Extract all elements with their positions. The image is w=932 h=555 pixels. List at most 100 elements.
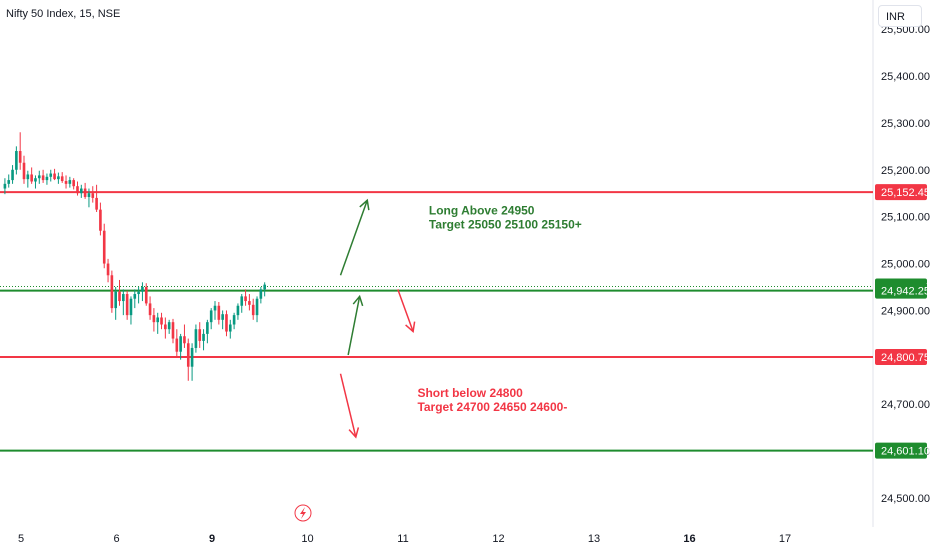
price-tick-label: 25,300.00: [881, 118, 930, 130]
candle-body: [37, 175, 41, 179]
price-badge: [875, 348, 927, 365]
candle-body: [217, 305, 221, 320]
candle-body: [122, 294, 125, 302]
candle-body: [137, 291, 140, 295]
candle-body: [7, 180, 11, 184]
red-short-arrow-2-head: [348, 427, 360, 439]
candle-body: [186, 343, 190, 367]
candle-body: [198, 329, 202, 341]
price-badge-label: 24,942.25: [881, 286, 930, 298]
candle-body: [209, 310, 213, 323]
candle-body: [57, 176, 60, 180]
candle-body: [45, 176, 49, 181]
candle-body: [83, 188, 87, 197]
symbol-title[interactable]: Nifty 50 Index, 15, NSE: [6, 8, 121, 20]
candle-body: [190, 347, 194, 367]
candle-body: [263, 284, 266, 290]
candle-body: [3, 183, 7, 189]
candle-body: [202, 333, 205, 341]
currency-button[interactable]: INR: [878, 5, 922, 27]
candle-body: [30, 174, 33, 182]
candle-body: [99, 209, 102, 231]
red-short-arrow-1: [397, 289, 414, 332]
date-tick-label: 11: [397, 533, 408, 545]
date-tick-label: 16: [683, 533, 695, 545]
green-small-arrow: [347, 296, 361, 356]
candle-body: [106, 263, 110, 276]
red-short-arrow-1-head: [405, 321, 416, 334]
candle-body: [248, 301, 251, 305]
candle-body: [133, 294, 137, 299]
candle-body: [141, 287, 144, 292]
lightning-icon: [294, 504, 312, 522]
candle-body: [125, 294, 129, 316]
candle-body: [236, 305, 240, 316]
candle-body: [183, 336, 186, 344]
candle-body: [160, 317, 163, 325]
candle-body: [22, 162, 26, 180]
candle-body: [255, 298, 259, 316]
candle-body: [259, 289, 263, 299]
price-tick-label: 24,500.00: [881, 493, 930, 505]
candle-body: [76, 186, 79, 194]
price-tick-label: 25,500.00: [881, 24, 930, 36]
candle-body: [129, 298, 133, 316]
lightning-icon-bolt: [300, 507, 306, 519]
date-tick-label: 9: [209, 533, 215, 545]
candle-body: [11, 169, 14, 181]
candle-body: [102, 230, 106, 264]
candle-body: [80, 188, 83, 194]
candle-body: [152, 315, 156, 323]
price-badge-label: 24,601.10: [881, 446, 930, 458]
candle-body: [156, 317, 160, 323]
candle-body: [49, 173, 53, 177]
candle-body: [64, 181, 68, 184]
date-tick-label: 13: [588, 533, 600, 545]
date-tick-label: 12: [492, 533, 504, 545]
candle-body: [164, 324, 167, 330]
candle-body: [171, 322, 175, 339]
candle-body: [206, 322, 209, 334]
annotation-text: Target 25050 25100 25150+: [429, 217, 582, 231]
long-arrow-head: [359, 198, 370, 211]
candle-body: [26, 174, 30, 180]
candle-body: [251, 304, 255, 316]
candle-body: [118, 291, 121, 302]
price-tick-label: 25,400.00: [881, 71, 930, 83]
candle-body: [60, 176, 64, 182]
candle-body: [15, 151, 18, 170]
red-short-arrow-2: [339, 373, 357, 438]
candle-body: [95, 197, 98, 210]
annotation-text: Short below 24800: [417, 386, 523, 400]
candle-body: [213, 305, 217, 311]
long-arrow: [339, 200, 368, 276]
candle-body: [114, 291, 117, 309]
candle-body: [18, 151, 22, 163]
price-tick-label: 25,000.00: [881, 259, 930, 271]
candle-body: [244, 296, 247, 302]
price-tick-label: 25,100.00: [881, 212, 930, 224]
annotation-text: Long Above 24950: [429, 203, 535, 217]
price-tick-label: 24,900.00: [881, 305, 930, 317]
candle-body: [194, 329, 198, 348]
green-small-arrow-head: [352, 294, 364, 307]
candle-body: [240, 296, 244, 306]
annotation-text: Target 24700 24650 24600-: [417, 400, 567, 414]
price-badge: [875, 442, 927, 459]
candle-body: [221, 314, 224, 320]
candle-body: [68, 180, 72, 184]
date-tick-label: 10: [301, 533, 313, 545]
candle-body: [91, 193, 95, 198]
date-tick-label: 17: [779, 533, 791, 545]
candle-body: [72, 180, 75, 187]
date-tick-label: 5: [18, 533, 24, 545]
candle-body: [87, 193, 91, 197]
lightning-icon-circle: [294, 504, 312, 522]
candle-body: [167, 322, 171, 330]
price-badge-label: 25,152.45: [881, 187, 930, 199]
candle-body: [34, 178, 37, 182]
price-tick-label: 24,700.00: [881, 399, 930, 411]
candle-body: [225, 314, 228, 332]
